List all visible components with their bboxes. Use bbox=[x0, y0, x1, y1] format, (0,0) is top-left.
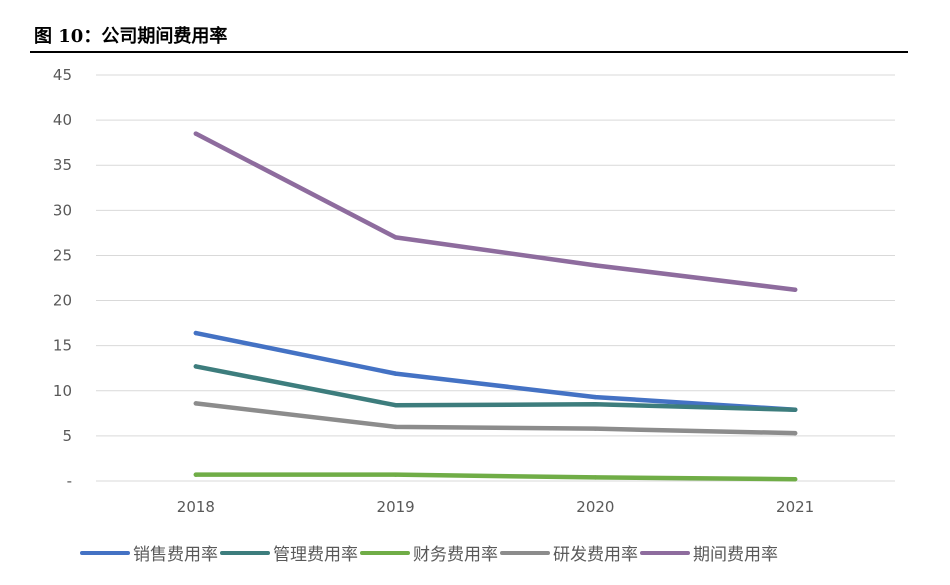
legend-swatch bbox=[80, 550, 130, 555]
legend-item: 研发费用率 bbox=[500, 540, 638, 565]
legend-swatch bbox=[360, 550, 410, 555]
legend-label: 财务费用率 bbox=[413, 545, 498, 565]
line-chart: - 5 10 15 20 25 30 35 40 45 2018 2019 2020 2021 bbox=[53, 66, 895, 516]
data-point bbox=[393, 403, 398, 408]
legend-swatch bbox=[220, 550, 270, 555]
data-point bbox=[593, 402, 598, 407]
data-point bbox=[792, 476, 798, 482]
y-tick-label: 15 bbox=[53, 337, 72, 355]
y-tick-label: 30 bbox=[53, 201, 72, 219]
legend-label: 管理费用率 bbox=[273, 545, 358, 565]
series-4 bbox=[193, 131, 798, 292]
data-point bbox=[792, 430, 798, 436]
data-point bbox=[193, 401, 199, 406]
x-tick-label: 2021 bbox=[776, 498, 814, 516]
legend-item: 管理费用率 bbox=[220, 540, 358, 565]
data-point bbox=[593, 394, 598, 400]
data-point bbox=[193, 330, 199, 336]
series-line bbox=[193, 401, 798, 436]
series-line bbox=[193, 330, 798, 412]
series-1 bbox=[193, 364, 798, 412]
data-point bbox=[193, 131, 199, 136]
series-line bbox=[193, 364, 798, 412]
series-lines bbox=[193, 131, 798, 482]
x-tick-label: 2018 bbox=[177, 498, 215, 516]
x-tick-label: 2019 bbox=[377, 498, 415, 516]
legend-swatch bbox=[500, 550, 550, 555]
data-point bbox=[393, 472, 398, 477]
legend-item: 销售费用率 bbox=[80, 540, 218, 565]
y-tick-label: 35 bbox=[53, 156, 72, 174]
series-line bbox=[193, 131, 798, 292]
data-point bbox=[593, 475, 598, 480]
y-tick-label: 40 bbox=[53, 111, 72, 129]
legend-swatch bbox=[640, 550, 690, 555]
x-axis-ticks: 2018 2019 2020 2021 bbox=[177, 498, 814, 516]
data-point bbox=[393, 371, 398, 376]
data-point bbox=[393, 424, 398, 430]
title-rule bbox=[30, 51, 908, 53]
legend-label: 研发费用率 bbox=[553, 545, 638, 565]
data-point bbox=[593, 263, 598, 268]
y-tick-label: 5 bbox=[62, 427, 72, 445]
y-tick-label: 20 bbox=[53, 292, 72, 310]
legend-item: 财务费用率 bbox=[360, 540, 498, 565]
y-tick-label: - bbox=[67, 472, 72, 490]
y-tick-label: 25 bbox=[53, 246, 72, 264]
legend: 销售费用率 管理费用率 财务费用率 研发费用率 期间费用率 bbox=[80, 540, 780, 565]
data-point bbox=[593, 426, 598, 431]
data-point bbox=[792, 287, 798, 292]
legend-item: 期间费用率 bbox=[640, 540, 778, 565]
legend-label: 期间费用率 bbox=[693, 545, 778, 565]
data-point bbox=[393, 235, 398, 240]
data-point bbox=[193, 364, 199, 369]
figure-title: 图 10：公司期间费用率 bbox=[34, 26, 228, 47]
data-point bbox=[792, 407, 798, 412]
series-2 bbox=[193, 472, 798, 482]
x-tick-label: 2020 bbox=[576, 498, 614, 516]
gridlines bbox=[96, 74, 895, 482]
legend-label: 销售费用率 bbox=[133, 545, 218, 565]
series-0 bbox=[193, 330, 798, 412]
series-line bbox=[193, 472, 798, 482]
y-tick-label: 10 bbox=[53, 382, 72, 400]
series-3 bbox=[193, 401, 798, 436]
y-tick-label: 45 bbox=[53, 66, 72, 84]
y-axis-ticks: - 5 10 15 20 25 30 35 40 45 bbox=[53, 66, 72, 490]
data-point bbox=[193, 472, 199, 477]
